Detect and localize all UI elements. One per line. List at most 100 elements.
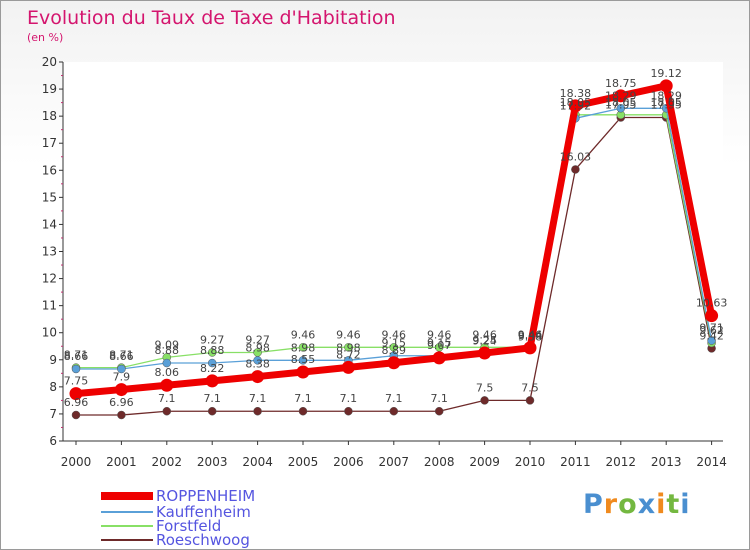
data-label: 8.72 [336, 348, 361, 361]
y-tick-label: 6 [49, 434, 57, 448]
data-point [705, 309, 719, 323]
x-tick-label: 2001 [106, 455, 137, 469]
x-tick-label: 2009 [469, 455, 500, 469]
x-tick-label: 2013 [651, 455, 682, 469]
x-tick-label: 2006 [333, 455, 364, 469]
y-tick-label: 9 [49, 353, 57, 367]
legend-label-forstfeld: Forstfeld [156, 517, 222, 535]
data-label: 17.95 [605, 98, 637, 111]
x-tick-label: 2002 [152, 455, 183, 469]
data-point [571, 165, 580, 174]
legend-label-roeschwoog: Roeschwoog [156, 531, 250, 549]
data-point [162, 406, 172, 416]
x-tick-label: 2005 [288, 455, 319, 469]
data-label: 9.07 [427, 339, 452, 352]
data-point [432, 351, 446, 365]
x-tick-label: 2004 [242, 455, 273, 469]
data-label: 9.27 [245, 333, 270, 346]
data-label: 7.75 [64, 375, 89, 388]
data-point [296, 365, 310, 379]
logo-letter: i [656, 489, 667, 520]
data-label: 8.06 [155, 366, 180, 379]
data-point [568, 99, 582, 113]
data-label: 6.96 [64, 396, 89, 409]
y-tick-label: 18 [42, 109, 57, 123]
data-label: 7.1 [294, 392, 312, 405]
data-label: 19.12 [650, 67, 682, 80]
data-point [341, 360, 355, 374]
data-label: 17.95 [650, 98, 682, 111]
data-point [523, 341, 537, 355]
data-label: 9.46 [472, 328, 497, 341]
data-label: 18.29 [605, 89, 637, 102]
data-point [117, 364, 126, 374]
logo-letter: t [666, 489, 681, 520]
plot-area [63, 62, 723, 441]
data-point [162, 358, 172, 368]
x-tick-label: 2003 [197, 455, 228, 469]
data-label: 9.46 [382, 328, 407, 341]
data-point [253, 406, 262, 416]
data-label: 7.5 [521, 381, 539, 394]
data-label: 7.1 [385, 392, 403, 405]
data-point [480, 396, 489, 405]
proxiti-logo: Proxiti [583, 489, 691, 520]
data-label: 10.63 [696, 297, 728, 310]
data-label: 9.24 [472, 334, 497, 347]
data-point [298, 343, 308, 352]
data-label: 9.44 [518, 329, 543, 342]
data-label: 8.88 [155, 344, 180, 357]
x-tick-label: 2010 [515, 455, 546, 469]
data-label: 8.71 [64, 349, 89, 362]
y-tick-label: 12 [42, 272, 57, 286]
x-tick-label: 2007 [379, 455, 410, 469]
data-label: 18.75 [605, 77, 637, 90]
y-tick-label: 17 [42, 136, 57, 150]
data-point [298, 356, 308, 365]
data-label: 16.03 [560, 150, 592, 163]
data-point [207, 358, 217, 368]
data-label: 8.98 [291, 341, 316, 354]
y-tick-label: 14 [42, 217, 57, 231]
data-label: 8.71 [109, 349, 134, 362]
logo-letter: i [680, 489, 691, 520]
data-point [387, 356, 401, 370]
legend-swatch-forstfeld [101, 525, 153, 527]
data-label: 9.09 [155, 338, 180, 351]
data-label: 7.1 [158, 392, 176, 405]
logo-letter: r [603, 489, 619, 520]
data-label: 18.05 [605, 96, 637, 109]
data-label: 9.62 [699, 324, 724, 337]
legend-swatch-roppenheim [101, 492, 153, 500]
data-label: 7.1 [430, 392, 448, 405]
y-tick-label: 19 [42, 82, 57, 96]
data-label: 8.89 [382, 344, 407, 357]
data-label: 9.25 [472, 334, 497, 347]
data-label: 6.96 [109, 396, 134, 409]
data-label: 7.1 [340, 392, 358, 405]
data-label: 9.42 [699, 329, 724, 342]
data-label: 18.29 [650, 89, 682, 102]
data-label: 8.66 [109, 350, 134, 363]
data-point [707, 336, 716, 345]
data-label: 18.05 [560, 96, 592, 109]
data-point [71, 410, 81, 420]
data-point [298, 406, 308, 416]
data-point [478, 346, 492, 360]
data-point [659, 79, 673, 93]
data-point [117, 410, 126, 420]
data-point [389, 406, 399, 416]
data-point [344, 406, 353, 416]
data-point [69, 387, 83, 401]
data-label: 9.46 [291, 328, 316, 341]
y-tick-label: 16 [42, 163, 57, 177]
chart-title: Evolution du Taux de Taxe d'Habitation [27, 7, 396, 29]
data-point [253, 356, 262, 365]
data-label: 9.27 [200, 333, 225, 346]
data-label: 8.98 [245, 341, 270, 354]
data-label: 8.88 [200, 344, 225, 357]
data-point [434, 406, 444, 416]
data-label: 9.46 [336, 328, 361, 341]
data-label: 18.05 [650, 96, 682, 109]
x-tick-label: 2014 [696, 455, 727, 469]
